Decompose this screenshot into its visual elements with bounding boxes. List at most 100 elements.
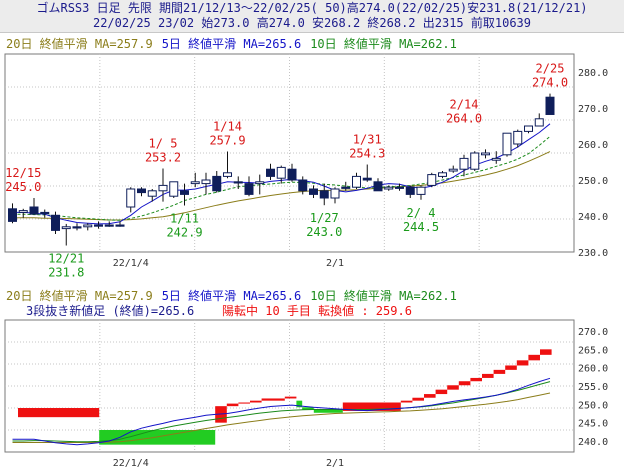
candle <box>61 226 71 230</box>
candle <box>276 166 286 179</box>
candle <box>40 211 50 215</box>
candle <box>201 179 211 185</box>
candle <box>448 168 458 172</box>
up-brick <box>238 402 250 404</box>
up-brick <box>435 389 448 395</box>
candle-x-tick-label: 22/1/4 <box>113 258 149 269</box>
up-brick <box>540 349 552 355</box>
candle <box>147 190 157 197</box>
candle <box>524 125 533 132</box>
candle-y-tick-label: 230.0 <box>578 248 608 259</box>
down-brick <box>313 409 343 413</box>
candle <box>266 168 275 177</box>
candle <box>137 188 146 194</box>
high-annotation-value: 245.0 <box>5 180 41 194</box>
up-brick <box>470 377 482 382</box>
high-annotation-value: 253.2 <box>145 150 181 164</box>
break-ma10-line <box>12 381 551 443</box>
candle <box>223 172 232 177</box>
up-brick <box>458 381 471 386</box>
high-annotation-date: 2/25 <box>536 62 565 76</box>
candle <box>180 190 189 195</box>
up-brick <box>226 403 239 407</box>
up-brick <box>528 354 540 361</box>
candle <box>158 184 168 192</box>
header-ohlc-line: 22/02/25 23/02 始273.0 高274.0 安268.2 終268… <box>92 16 531 30</box>
candle <box>190 181 200 185</box>
low-annotation-date: 1/11 <box>170 212 199 226</box>
up-brick <box>342 402 401 411</box>
break-legend-1: 5日 終値平滑 MA=265.6 <box>162 288 301 303</box>
candle-y-tick-label: 280.0 <box>578 68 608 79</box>
candle <box>427 174 437 186</box>
high-annotation-date: 12/15 <box>5 166 41 180</box>
high-annotation-value: 274.0 <box>532 76 568 90</box>
candle-legend-2: 10日 終値平滑 MA=262.1 <box>310 36 457 51</box>
candle-y-tick-label: 250.0 <box>578 176 608 187</box>
up-brick <box>261 398 285 401</box>
low-annotation-value: 243.0 <box>306 225 342 239</box>
break-info-text: 3段抜き新値足 (終値)=265.6 <box>26 303 194 318</box>
break-y-tick-label: 255.0 <box>578 382 608 393</box>
candle <box>405 186 415 195</box>
candle <box>362 177 372 181</box>
candle <box>384 186 394 190</box>
break-x-tick-label: 22/1/4 <box>113 458 149 469</box>
candle <box>416 186 426 195</box>
candle <box>18 210 28 213</box>
down-brick <box>302 407 314 410</box>
candle <box>233 181 243 184</box>
candle <box>438 172 447 177</box>
candle <box>94 224 103 227</box>
candle <box>491 157 501 161</box>
low-annotation-value: 231.8 <box>48 266 84 280</box>
candle <box>51 214 60 231</box>
candle <box>126 188 136 208</box>
candle <box>104 224 114 227</box>
candle <box>545 96 555 115</box>
break-y-tick-label: 250.0 <box>578 400 608 411</box>
candle <box>481 152 490 156</box>
break-legend-0: 20日 終値平滑 MA=257.9 <box>6 288 153 303</box>
up-brick <box>18 408 100 418</box>
candle-y-tick-label: 240.0 <box>578 212 608 223</box>
candle <box>330 188 340 199</box>
break-ma5-line <box>12 377 551 446</box>
candle <box>373 181 383 192</box>
header-summary-line: ゴムRSS3 日足 先限 期間21/12/13～22/02/25( 50)高27… <box>36 1 588 15</box>
candle <box>513 130 523 145</box>
candle <box>115 224 125 227</box>
up-brick <box>482 373 494 378</box>
break-x-tick-label: 2/1 <box>326 458 344 469</box>
ma20-line <box>12 151 551 221</box>
high-annotation-value: 254.3 <box>349 147 385 161</box>
break-legend-2: 10日 終値平滑 MA=262.1 <box>310 288 457 303</box>
chart-header: ゴムRSS3 日足 先限 期間21/12/13～22/02/25( 50)高27… <box>0 0 624 33</box>
break-status-text: 陽転中 10 手目 転換値 : 259.6 <box>222 303 412 318</box>
break-y-tick-label: 265.0 <box>578 345 608 356</box>
candle <box>287 168 297 181</box>
up-brick <box>493 369 506 374</box>
low-annotation-value: 244.5 <box>403 220 439 234</box>
low-annotation-date: 2/ 4 <box>407 206 436 220</box>
up-brick <box>505 365 517 370</box>
candle <box>29 206 39 215</box>
candle <box>470 152 480 170</box>
up-brick <box>250 400 262 403</box>
high-annotation-value: 264.0 <box>446 112 482 126</box>
up-brick <box>516 360 529 366</box>
break-y-tick-label: 245.0 <box>578 419 608 430</box>
break-y-tick-label: 260.0 <box>578 364 608 375</box>
high-annotation-date: 1/31 <box>353 133 382 147</box>
candle <box>352 175 361 188</box>
up-brick <box>424 394 436 398</box>
up-brick <box>412 397 424 401</box>
candle <box>459 157 469 170</box>
candle-y-tick-label: 270.0 <box>578 104 608 115</box>
candle <box>83 224 93 228</box>
candle-y-tick-label: 260.0 <box>578 140 608 151</box>
candle <box>169 181 179 197</box>
candle <box>309 188 318 195</box>
candle <box>319 190 329 199</box>
